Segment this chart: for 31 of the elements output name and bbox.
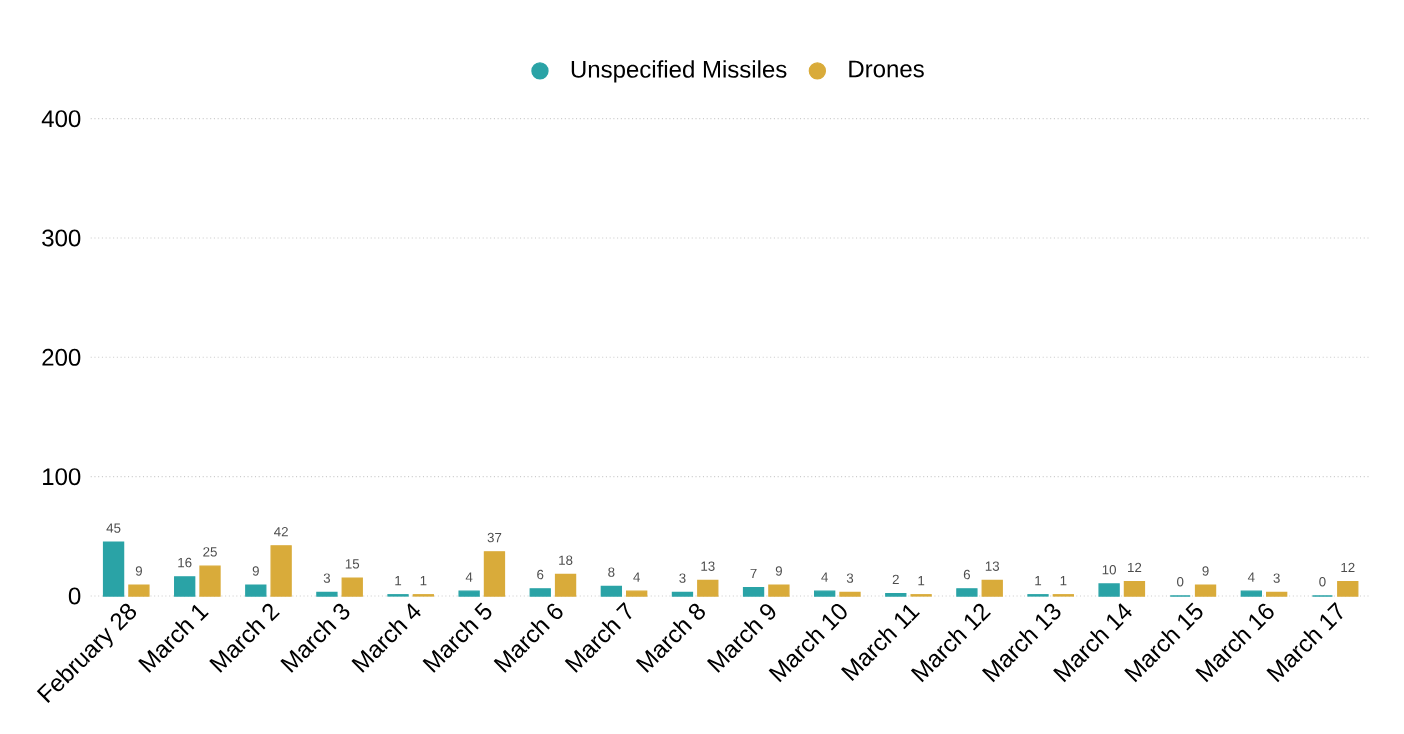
y-tick-label: 100: [43, 468, 81, 486]
legend-label: Unspecified Missiles: [571, 60, 787, 83]
bar: [341, 577, 363, 597]
y-tick-label: 200: [42, 348, 81, 366]
y-tick-label: 400: [41, 110, 81, 128]
bar: [600, 585, 623, 597]
bar: [768, 584, 790, 597]
bar: [814, 590, 836, 597]
bar: [1194, 584, 1217, 597]
bar: [1098, 583, 1120, 597]
bar: [458, 590, 480, 597]
bar: [1123, 580, 1146, 597]
bar: [199, 565, 221, 597]
bar: [529, 588, 551, 597]
legend-label: Drones: [849, 60, 924, 78]
bar: [102, 541, 125, 597]
bar: [128, 584, 150, 597]
y-tick-label: 0: [68, 587, 81, 605]
bar: [1337, 580, 1359, 597]
bar: [554, 573, 577, 597]
bar: [270, 545, 292, 597]
bar: [1240, 590, 1262, 597]
bar: [742, 586, 765, 597]
bar: [981, 579, 1003, 597]
y-tick-label: 300: [42, 229, 81, 247]
bar: [245, 584, 267, 597]
bar: [626, 590, 648, 597]
bar: [697, 579, 719, 597]
bar: [483, 551, 506, 597]
bar: [956, 588, 978, 597]
bar: [174, 576, 196, 597]
